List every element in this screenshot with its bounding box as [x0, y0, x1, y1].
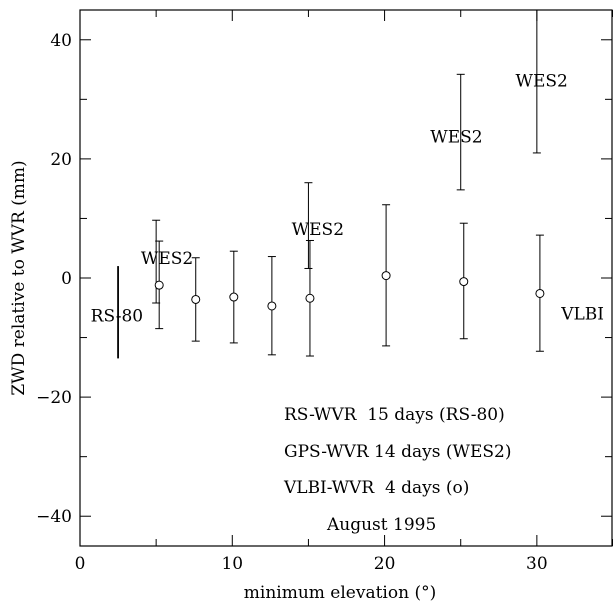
vlbi-point	[154, 280, 164, 290]
legend-entry-gps: GPS-WVR 14 days (WES2)	[284, 442, 511, 462]
x-tick-label: 30	[526, 554, 548, 574]
vlbi-point	[535, 288, 545, 298]
vlbi-point	[191, 294, 201, 304]
series-annotation: WES2	[430, 127, 482, 147]
error-bars	[117, 9, 544, 359]
annotations: RS-80 WES2 WES2 WES2 WES2 VLBI	[91, 71, 604, 326]
x-axis-title: minimum elevation (°)	[244, 583, 436, 603]
series-annotation: WES2	[516, 71, 568, 91]
y-tick-label: −40	[36, 507, 72, 527]
legend-entry-vlbi: VLBI-WVR 4 days (o)	[283, 478, 469, 498]
x-tick-label: 20	[374, 554, 396, 574]
legend-entry-date: August 1995	[326, 515, 436, 535]
y-axis: −40 −20 0 20 40	[36, 31, 612, 527]
y-axis-title: ZWD relative to WVR (mm)	[9, 160, 29, 395]
series-annotation: WES2	[292, 220, 344, 240]
y-tick-label: 0	[61, 269, 72, 289]
series-annotation: WES2	[141, 249, 193, 269]
data-markers	[154, 271, 545, 311]
legend: RS-WVR 15 days (RS-80) GPS-WVR 14 days (…	[283, 405, 511, 535]
x-tick-label: 0	[75, 554, 86, 574]
x-tick-label: 10	[221, 554, 243, 574]
vlbi-point	[229, 292, 239, 302]
series-annotation: RS-80	[91, 307, 143, 327]
y-tick-label: −20	[36, 388, 72, 408]
vlbi-point	[459, 277, 469, 287]
y-tick-label: 20	[50, 150, 72, 170]
x-axis: 0 10 20 30	[75, 10, 613, 574]
y-tick-label: 40	[50, 31, 72, 51]
vlbi-point	[267, 301, 277, 311]
vlbi-point	[305, 293, 315, 303]
legend-entry-rs: RS-WVR 15 days (RS-80)	[284, 405, 505, 425]
series-annotation: VLBI	[560, 305, 604, 325]
vlbi-point	[381, 271, 391, 281]
